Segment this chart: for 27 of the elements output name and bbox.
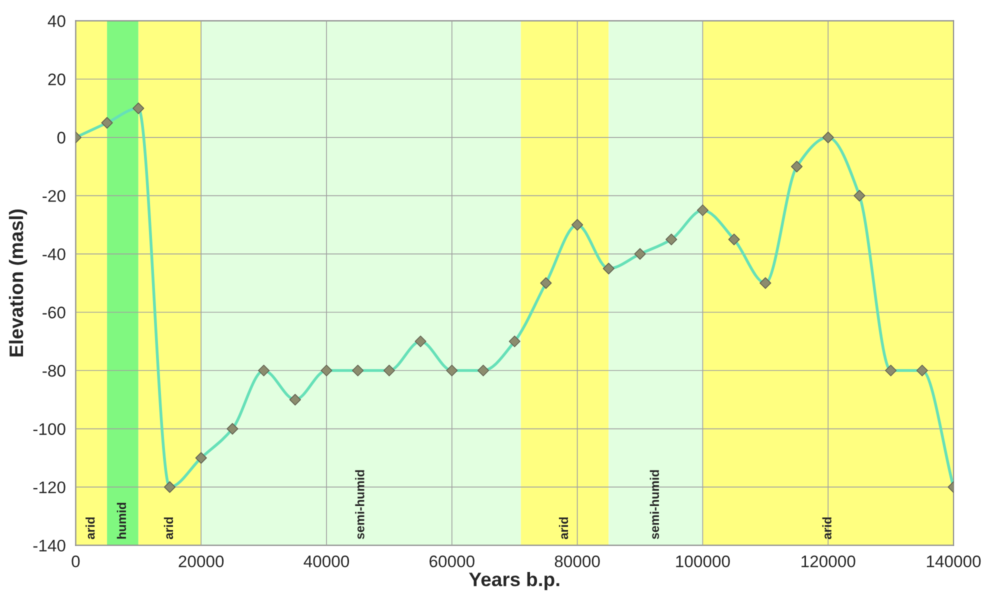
y-tick-label: -100 [33, 423, 66, 435]
y-tick-label: 40 [48, 15, 66, 28]
y-tick-label: -80 [42, 364, 66, 377]
x-tick-label: 140000 [926, 556, 981, 568]
x-axis-title: Years b.p. [469, 572, 560, 590]
y-tick-label: -20 [42, 190, 66, 202]
x-tick-label: 80000 [554, 556, 600, 568]
y-tick-label: 0 [57, 132, 66, 144]
band-label: arid [822, 517, 832, 540]
x-tick-label: 0 [72, 556, 80, 568]
x-tick-label: 100000 [676, 556, 730, 568]
band-label: arid [558, 517, 568, 540]
y-tick-label: -140 [33, 540, 66, 552]
x-tick-label: 40000 [304, 556, 350, 568]
x-tick-label: 120000 [802, 556, 856, 568]
y-tick-label: 20 [48, 74, 66, 86]
band-label: semi-humid [650, 470, 660, 540]
y-tick-label: -60 [42, 306, 66, 318]
y-tick-label: -120 [33, 481, 66, 494]
band-label: semi-humid [355, 470, 364, 540]
x-tick-label: 60000 [430, 556, 474, 568]
band-label: arid [86, 517, 95, 540]
y-axis-title: Elevation (masl) [8, 210, 28, 356]
band-label: arid [164, 517, 174, 540]
x-tick-label: 20000 [178, 556, 224, 568]
band-label: humid [116, 502, 126, 539]
y-tick-label: -40 [42, 248, 66, 260]
